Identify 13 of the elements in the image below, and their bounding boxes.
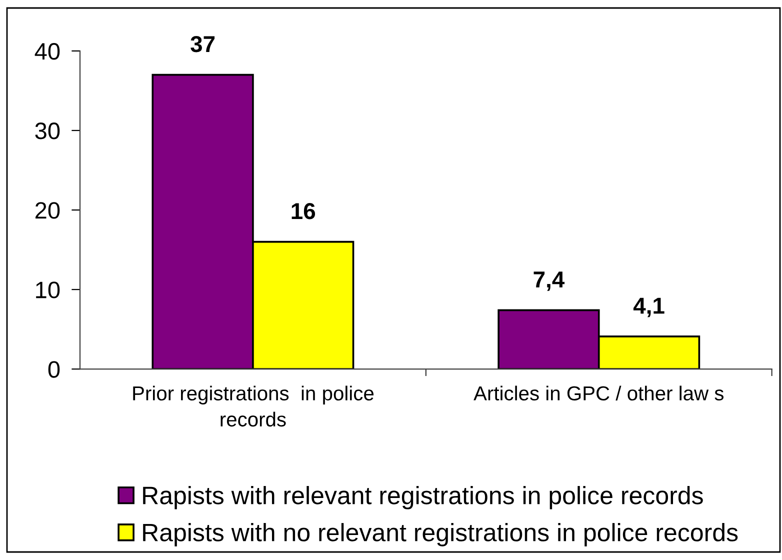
legend-label: Rapists with no relevant registrations in police records — [143, 523, 738, 546]
x-tick-label: Articles in GPC / other law s — [474, 386, 724, 400]
y-tick-label: 10 — [36, 282, 60, 298]
data-label: 4,1 — [633, 298, 664, 318]
data-label: 16 — [292, 202, 316, 220]
y-tick-label: 40 — [34, 43, 60, 60]
y-tick-label: 0 — [48, 361, 60, 378]
x-tick-label: Prior registrations in police records — [133, 386, 374, 427]
y-tick-label: 30 — [35, 122, 60, 140]
legend-label: Rapists with relevant registrations in police records — [143, 486, 703, 510]
y-tick-label: 20 — [35, 202, 60, 219]
data-label: 37 — [190, 36, 215, 52]
data-label: 7,4 — [534, 272, 565, 291]
